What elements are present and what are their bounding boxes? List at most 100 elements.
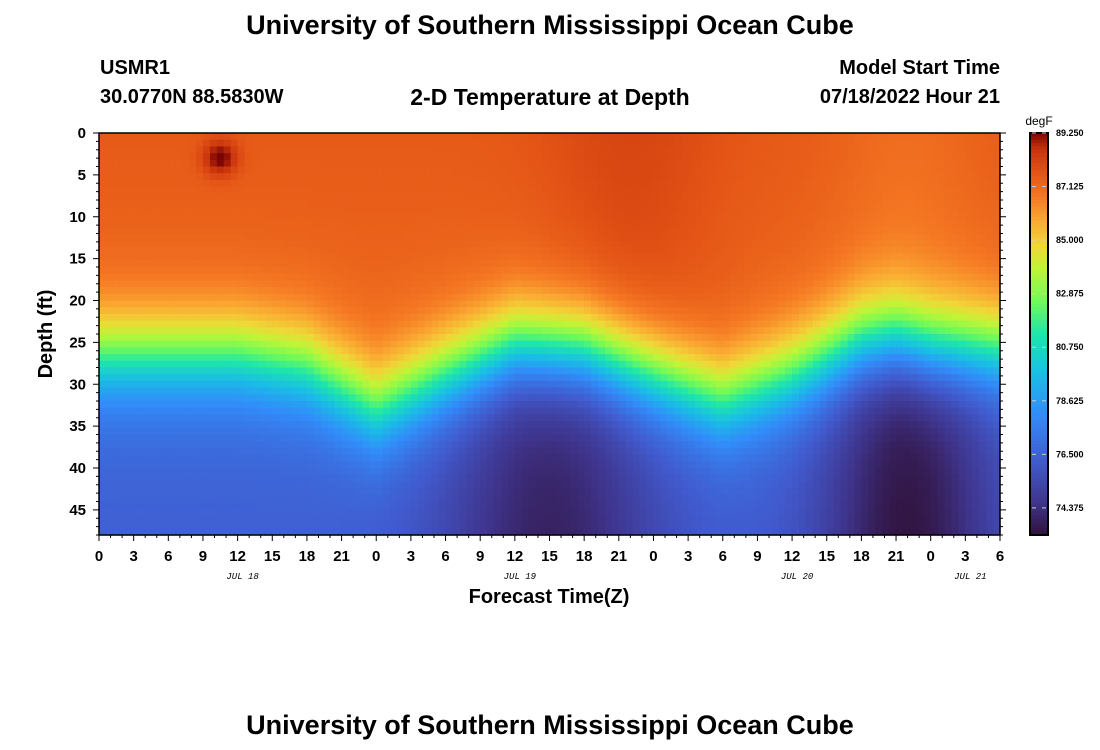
heatmap-cell xyxy=(417,347,426,355)
heatmap-cell xyxy=(397,267,405,275)
heatmap-cell xyxy=(542,387,551,395)
heatmap-cell xyxy=(549,340,558,348)
heatmap-cell xyxy=(334,334,343,342)
heatmap-cell xyxy=(362,340,370,348)
heatmap-cell xyxy=(140,153,149,161)
heatmap-cell xyxy=(216,387,225,395)
heatmap-cell xyxy=(251,246,260,255)
heatmap-cell xyxy=(119,347,128,355)
heatmap-cell xyxy=(279,153,287,161)
heatmap-cell xyxy=(99,200,107,208)
heatmap-cell xyxy=(209,293,218,302)
heatmap-cell xyxy=(646,414,655,422)
heatmap-cell xyxy=(105,327,114,335)
heatmap-cell xyxy=(445,260,454,268)
heatmap-cell xyxy=(577,206,585,214)
heatmap-cell xyxy=(417,401,426,409)
heatmap-cell xyxy=(487,401,495,409)
heatmap-cell xyxy=(202,401,211,409)
heatmap-cell xyxy=(147,253,156,261)
heatmap-cell xyxy=(494,246,502,255)
heatmap-cell xyxy=(542,468,551,476)
heatmap-cell xyxy=(598,501,606,509)
heatmap-cell xyxy=(209,159,218,168)
heatmap-cell xyxy=(369,468,377,476)
heatmap-cell xyxy=(591,146,599,154)
heatmap-cell xyxy=(182,340,190,348)
heatmap-cell xyxy=(133,280,142,288)
heatmap-cell xyxy=(417,166,426,174)
heatmap-cell xyxy=(202,280,211,288)
heatmap-cell xyxy=(410,253,419,261)
heatmap-cell xyxy=(376,407,384,415)
heatmap-cell xyxy=(480,313,488,322)
heatmap-cell xyxy=(507,293,516,302)
heatmap-cell xyxy=(653,508,661,516)
heatmap-cell xyxy=(542,514,551,523)
heatmap-cell xyxy=(237,347,246,355)
heatmap-cell xyxy=(500,307,509,315)
heatmap-cell xyxy=(237,186,246,194)
heatmap-cell xyxy=(237,166,246,174)
heatmap-cell xyxy=(251,327,260,335)
heatmap-cell xyxy=(223,293,232,302)
heatmap-cell xyxy=(320,488,329,496)
heatmap-cell xyxy=(535,206,544,214)
heatmap-cell xyxy=(293,240,301,248)
heatmap-cell xyxy=(369,146,377,154)
heatmap-cell xyxy=(369,139,377,147)
heatmap-cell xyxy=(584,173,592,181)
heatmap-cell xyxy=(251,481,260,489)
heatmap-cell xyxy=(327,313,336,322)
heatmap-cell xyxy=(175,213,183,221)
heatmap-cell xyxy=(535,233,544,241)
heatmap-cell xyxy=(438,327,447,335)
heatmap-cell xyxy=(514,374,523,382)
heatmap-cell xyxy=(452,367,460,375)
heatmap-cell xyxy=(168,354,176,362)
heatmap-cell xyxy=(265,340,273,348)
heatmap-cell xyxy=(667,153,675,161)
heatmap-cell xyxy=(105,173,114,181)
heatmap-cell xyxy=(625,173,634,181)
heatmap-cell xyxy=(112,514,121,523)
heatmap-cell xyxy=(646,293,655,302)
heatmap-cell xyxy=(237,179,246,188)
heatmap-cell xyxy=(209,173,218,181)
heatmap-cell xyxy=(237,233,246,241)
heatmap-cell xyxy=(584,200,592,208)
heatmap-cell xyxy=(202,427,211,436)
heatmap-cell xyxy=(424,347,433,355)
heatmap-cell xyxy=(272,340,280,348)
heatmap-cell xyxy=(528,253,537,261)
heatmap-cell xyxy=(632,461,641,469)
heatmap-cell xyxy=(570,220,578,228)
heatmap-cell xyxy=(383,367,391,375)
heatmap-cell xyxy=(487,246,495,255)
heatmap-cell xyxy=(445,380,454,389)
heatmap-cell xyxy=(362,240,370,248)
heatmap-cell xyxy=(653,340,661,348)
heatmap-cell xyxy=(320,354,329,362)
heatmap-cell xyxy=(140,334,149,342)
heatmap-cell xyxy=(341,293,350,302)
heatmap-cell xyxy=(251,474,260,482)
heatmap-cell xyxy=(577,133,585,141)
heatmap-cell xyxy=(140,293,149,302)
heatmap-cell xyxy=(320,280,329,288)
heatmap-cell xyxy=(466,240,474,248)
heatmap-cell xyxy=(417,414,426,422)
heatmap-cell xyxy=(660,494,668,503)
heatmap-cell xyxy=(334,474,343,482)
heatmap-cell xyxy=(327,327,336,335)
heatmap-cell xyxy=(604,334,613,342)
heatmap-cell xyxy=(147,280,156,288)
heatmap-cell xyxy=(667,334,675,342)
heatmap-cell xyxy=(99,380,107,389)
heatmap-cell xyxy=(293,461,301,469)
heatmap-cell xyxy=(487,421,495,429)
heatmap-cell xyxy=(313,347,322,355)
heatmap-cell xyxy=(313,528,322,536)
heatmap-cell xyxy=(334,401,343,409)
heatmap-cell xyxy=(237,287,246,295)
